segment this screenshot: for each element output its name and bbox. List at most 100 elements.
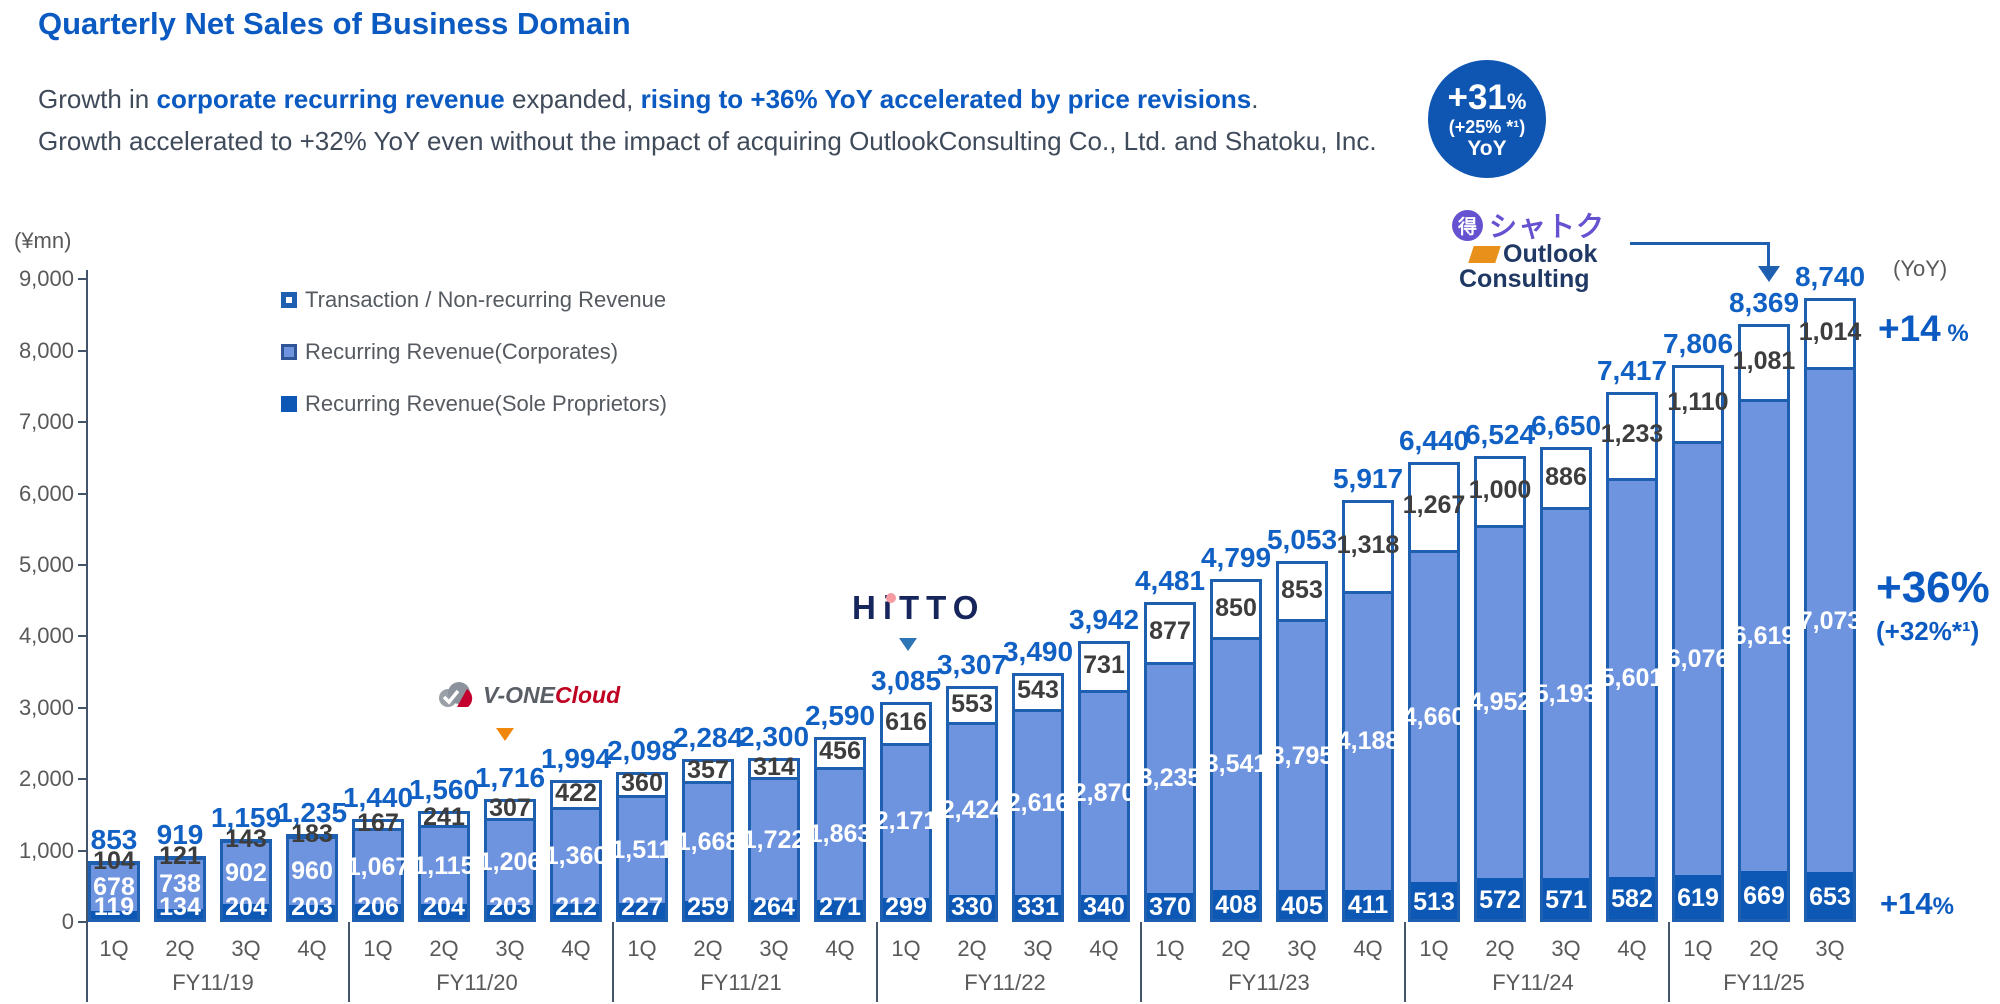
- toku-badge-icon: 得: [1452, 209, 1483, 241]
- bar-corporate-label: 738: [159, 870, 201, 899]
- bar-sole-label: 582: [1611, 885, 1653, 914]
- bar-segment-sole: [1345, 889, 1391, 919]
- y-tick-label: 1,000: [18, 837, 74, 863]
- x-quarter-label: 2Q: [957, 936, 987, 961]
- bar-transaction-label: 1,081: [1732, 347, 1796, 376]
- bar-corporate-label: 2,171: [874, 807, 938, 836]
- y-tick-mark: [78, 421, 87, 424]
- acquisition-arrow-vertical: [1767, 242, 1770, 268]
- subtitle-line-1: Growth in corporate recurring revenue ex…: [38, 84, 1258, 115]
- bar-FY11/23-2Q: [1210, 579, 1262, 922]
- bar-segment-corporate: [355, 828, 401, 905]
- bar-transaction-label: 553: [951, 689, 993, 718]
- y-tick-mark: [78, 564, 87, 566]
- bar-segment-corporate: [1345, 590, 1391, 890]
- bar-total-label: 919: [156, 819, 204, 851]
- vone-marker-triangle-icon: [496, 728, 514, 741]
- outlook-logo-line1: Outlook: [1468, 242, 1597, 267]
- x-quarter-label: 1Q: [627, 936, 657, 961]
- x-quarter-label: 3Q: [759, 936, 789, 961]
- bar-FY11/24-4Q: [1606, 392, 1658, 922]
- x-quarter-label: 1Q: [1419, 936, 1449, 961]
- subtitle-text: Growth in: [38, 84, 157, 114]
- bar-FY11/22-2Q: [946, 685, 998, 922]
- fy-group-label: FY11/19: [172, 970, 254, 995]
- bar-segment-sole: [619, 902, 665, 919]
- bar-sole-label: 259: [687, 893, 729, 921]
- bar-FY11/24-2Q: [1474, 456, 1526, 922]
- bar-sole-label: 119: [93, 893, 135, 921]
- x-quarter-label: 4Q: [825, 936, 855, 961]
- bar-segment-corporate: [1147, 661, 1193, 893]
- bar-sole-label: 203: [291, 893, 333, 921]
- bar-corporate-label: 1,067: [346, 853, 410, 882]
- bar-sole-label: 331: [1017, 893, 1059, 921]
- bar-total-label: 1,440: [342, 782, 414, 814]
- bar-segment-sole: [355, 904, 401, 919]
- bar-corporate-label: 960: [291, 857, 333, 886]
- bar-sole-label: 212: [555, 893, 597, 921]
- bar-segment-corporate: [751, 777, 797, 901]
- bar-total-label: 8,740: [1794, 260, 1866, 292]
- bar-segment-sole: [817, 899, 863, 919]
- legend-item-transaction: Transaction / Non-recurring Revenue: [281, 287, 666, 313]
- bar-segment-corporate: [1675, 440, 1721, 875]
- badge-sub: (+25% *¹): [1448, 116, 1526, 137]
- bar-corporate-label: 5,601: [1600, 664, 1664, 693]
- bar-transaction-label: 422: [555, 778, 597, 807]
- badge-main: +31%: [1448, 78, 1527, 117]
- outlook-consulting-logo: Outlook Consulting: [1459, 242, 1597, 291]
- bar-transaction-label: 121: [159, 842, 201, 871]
- bar-transaction-label: 314: [753, 752, 795, 781]
- bar-segment-sole: [157, 909, 203, 919]
- hitto-marker-triangle-icon: [899, 638, 917, 651]
- bar-corporate-label: 1,722: [742, 825, 806, 854]
- bar-transaction-label: 104: [93, 847, 135, 876]
- bar-corporate-label: 1,360: [544, 842, 608, 871]
- bar-FY11/25-1Q: [1672, 364, 1724, 922]
- y-tick-label: 9,000: [18, 266, 74, 292]
- y-tick-label: 6,000: [18, 480, 74, 506]
- bar-transaction-label: 1,014: [1798, 318, 1862, 347]
- bar-corporate-label: 6,619: [1732, 621, 1796, 650]
- bar-segment-sole: [223, 904, 269, 919]
- subtitle-text: expanded,: [504, 84, 641, 114]
- x-quarter-label: 1Q: [1155, 936, 1185, 961]
- bar-sole-label: 271: [819, 893, 861, 921]
- bar-transaction-label: 183: [291, 820, 333, 849]
- vone-name: V-ONE: [483, 681, 555, 708]
- bar-corporate-label: 7,073: [1798, 606, 1862, 635]
- bar-transaction-label: 616: [885, 707, 927, 736]
- x-quarter-label: 4Q: [297, 936, 327, 961]
- shatoku-logo: 得 シャトク: [1452, 205, 1605, 245]
- bar-segment-sole: [421, 904, 467, 919]
- bar-FY11/19-3Q: [220, 839, 272, 922]
- bar-sole-label: 206: [357, 893, 399, 921]
- fy-group-label: FY11/25: [1723, 970, 1805, 995]
- bar-total-label: 2,300: [738, 720, 810, 752]
- bar-segment-corporate: [1411, 549, 1457, 883]
- x-quarter-label: 1Q: [363, 936, 393, 961]
- y-tick-mark: [78, 278, 87, 281]
- legend-label: Transaction / Non-recurring Revenue: [305, 287, 667, 312]
- legend-swatch-transaction-icon: [281, 292, 297, 308]
- bar-sole-label: 330: [951, 893, 993, 921]
- vone-suffix: Cloud: [555, 681, 621, 708]
- outlook-logo-line2: Consulting: [1459, 264, 1590, 293]
- bar-segment-corporate: [1477, 524, 1523, 879]
- bar-transaction-label: 543: [1017, 676, 1059, 705]
- bar-total-label: 6,650: [1530, 410, 1602, 442]
- bar-corporate-label: 2,424: [940, 795, 1004, 824]
- annotation-pct: %: [1940, 320, 1969, 347]
- bar-segment-sole: [487, 904, 533, 919]
- bar-sole-label: 264: [753, 893, 795, 921]
- bar-corporate-label: 4,952: [1468, 688, 1532, 717]
- x-quarter-label: 2Q: [1221, 936, 1251, 961]
- x-quarter-label: 1Q: [891, 936, 921, 961]
- bar-corporate-label: 678: [93, 873, 135, 902]
- bar-total-label: 2,284: [672, 721, 744, 753]
- fy-group-label: FY11/21: [700, 970, 782, 995]
- bar-transaction-label: 886: [1545, 462, 1587, 491]
- bar-segment-sole: [289, 904, 335, 919]
